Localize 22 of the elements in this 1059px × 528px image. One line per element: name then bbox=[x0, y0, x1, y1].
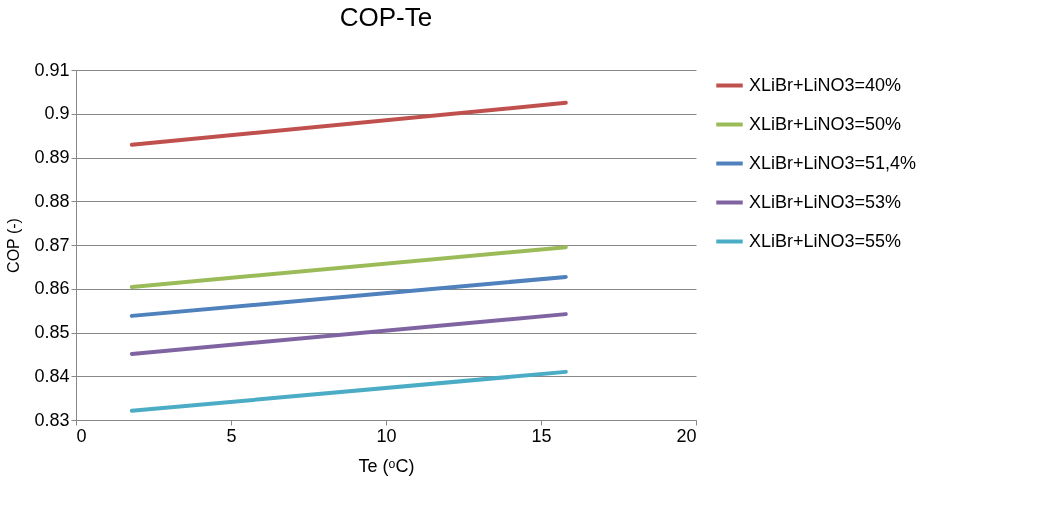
legend-label: XLiBr+LiNO3=55% bbox=[749, 230, 902, 251]
legend-label: XLiBr+LiNO3=51,4% bbox=[749, 152, 917, 173]
x-tick-label: 15 bbox=[531, 425, 552, 446]
y-tick-label: 0.89 bbox=[34, 147, 70, 167]
x-tick-label: 0 bbox=[76, 425, 87, 446]
y-tick-label: 0.88 bbox=[34, 190, 70, 211]
y-tick-label: 0.86 bbox=[34, 278, 70, 299]
x-axis-title: Te (ᵒC) bbox=[358, 455, 415, 476]
y-tick-label: 0.84 bbox=[34, 365, 70, 386]
chart-title: COP-Te bbox=[339, 2, 433, 32]
y-tick-label: 0.91 bbox=[34, 59, 70, 80]
y-tick-label: 0.9 bbox=[44, 103, 70, 124]
legend-label: XLiBr+LiNO3=53% bbox=[749, 191, 902, 212]
x-tick-label: 5 bbox=[226, 425, 237, 446]
legend-label: XLiBr+LiNO3=50% bbox=[749, 113, 902, 134]
legend-label: XLiBr+LiNO3=40% bbox=[749, 74, 902, 95]
y-tick-label: 0.83 bbox=[34, 409, 70, 430]
x-tick-label: 10 bbox=[376, 425, 397, 446]
y-tick-label: 0.87 bbox=[34, 234, 70, 255]
x-tick-label: 20 bbox=[676, 425, 697, 446]
y-axis-title: COP (-) bbox=[5, 218, 23, 273]
y-tick-label: 0.85 bbox=[34, 322, 70, 342]
